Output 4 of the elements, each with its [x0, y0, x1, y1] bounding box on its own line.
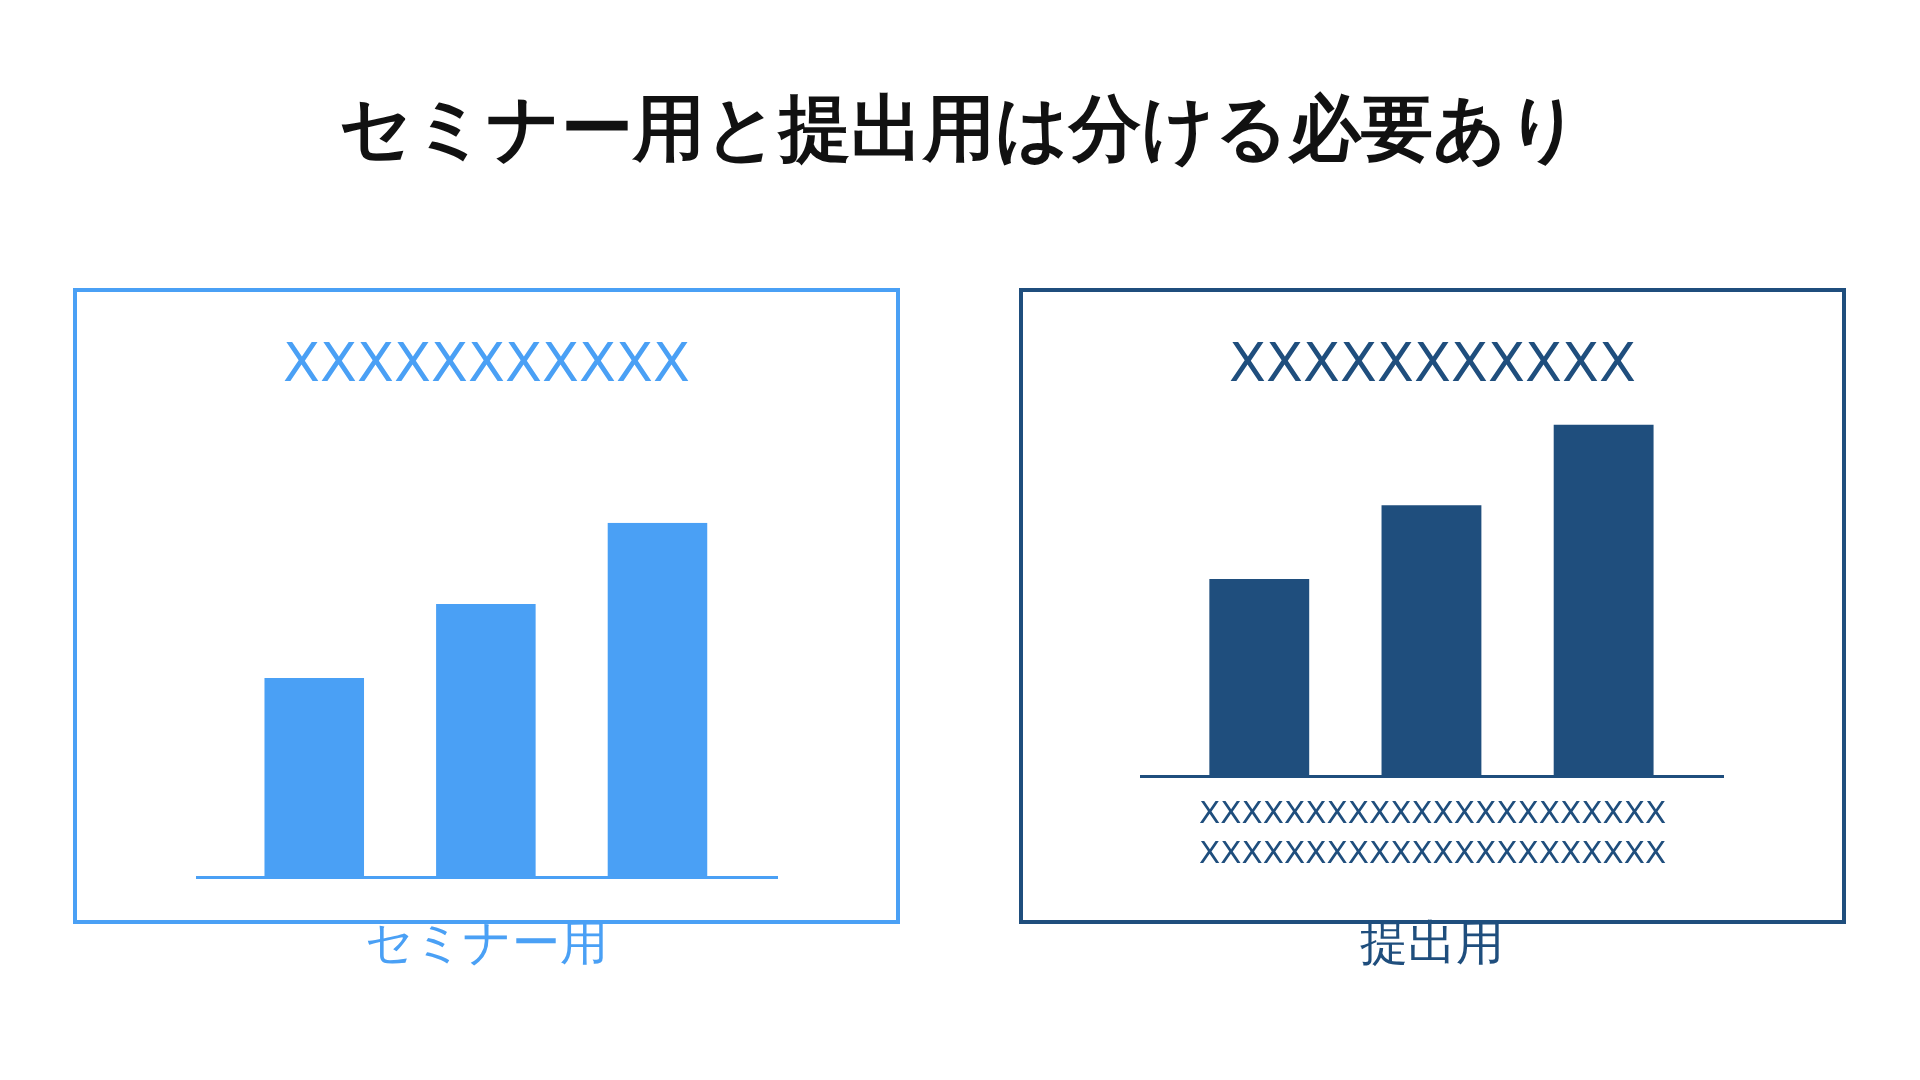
- chart-title: XXXXXXXXXXX: [1229, 331, 1636, 394]
- chart-title: XXXXXXXXXXX: [283, 331, 690, 394]
- x-axis-title: XXXXXXXXXXXXXXXXXXXXXX XXXXXXXXXXXXXXXXXXXXXX: [1199, 794, 1667, 871]
- text: セミナー用と提出用は分ける必要あり: [339, 86, 1581, 170]
